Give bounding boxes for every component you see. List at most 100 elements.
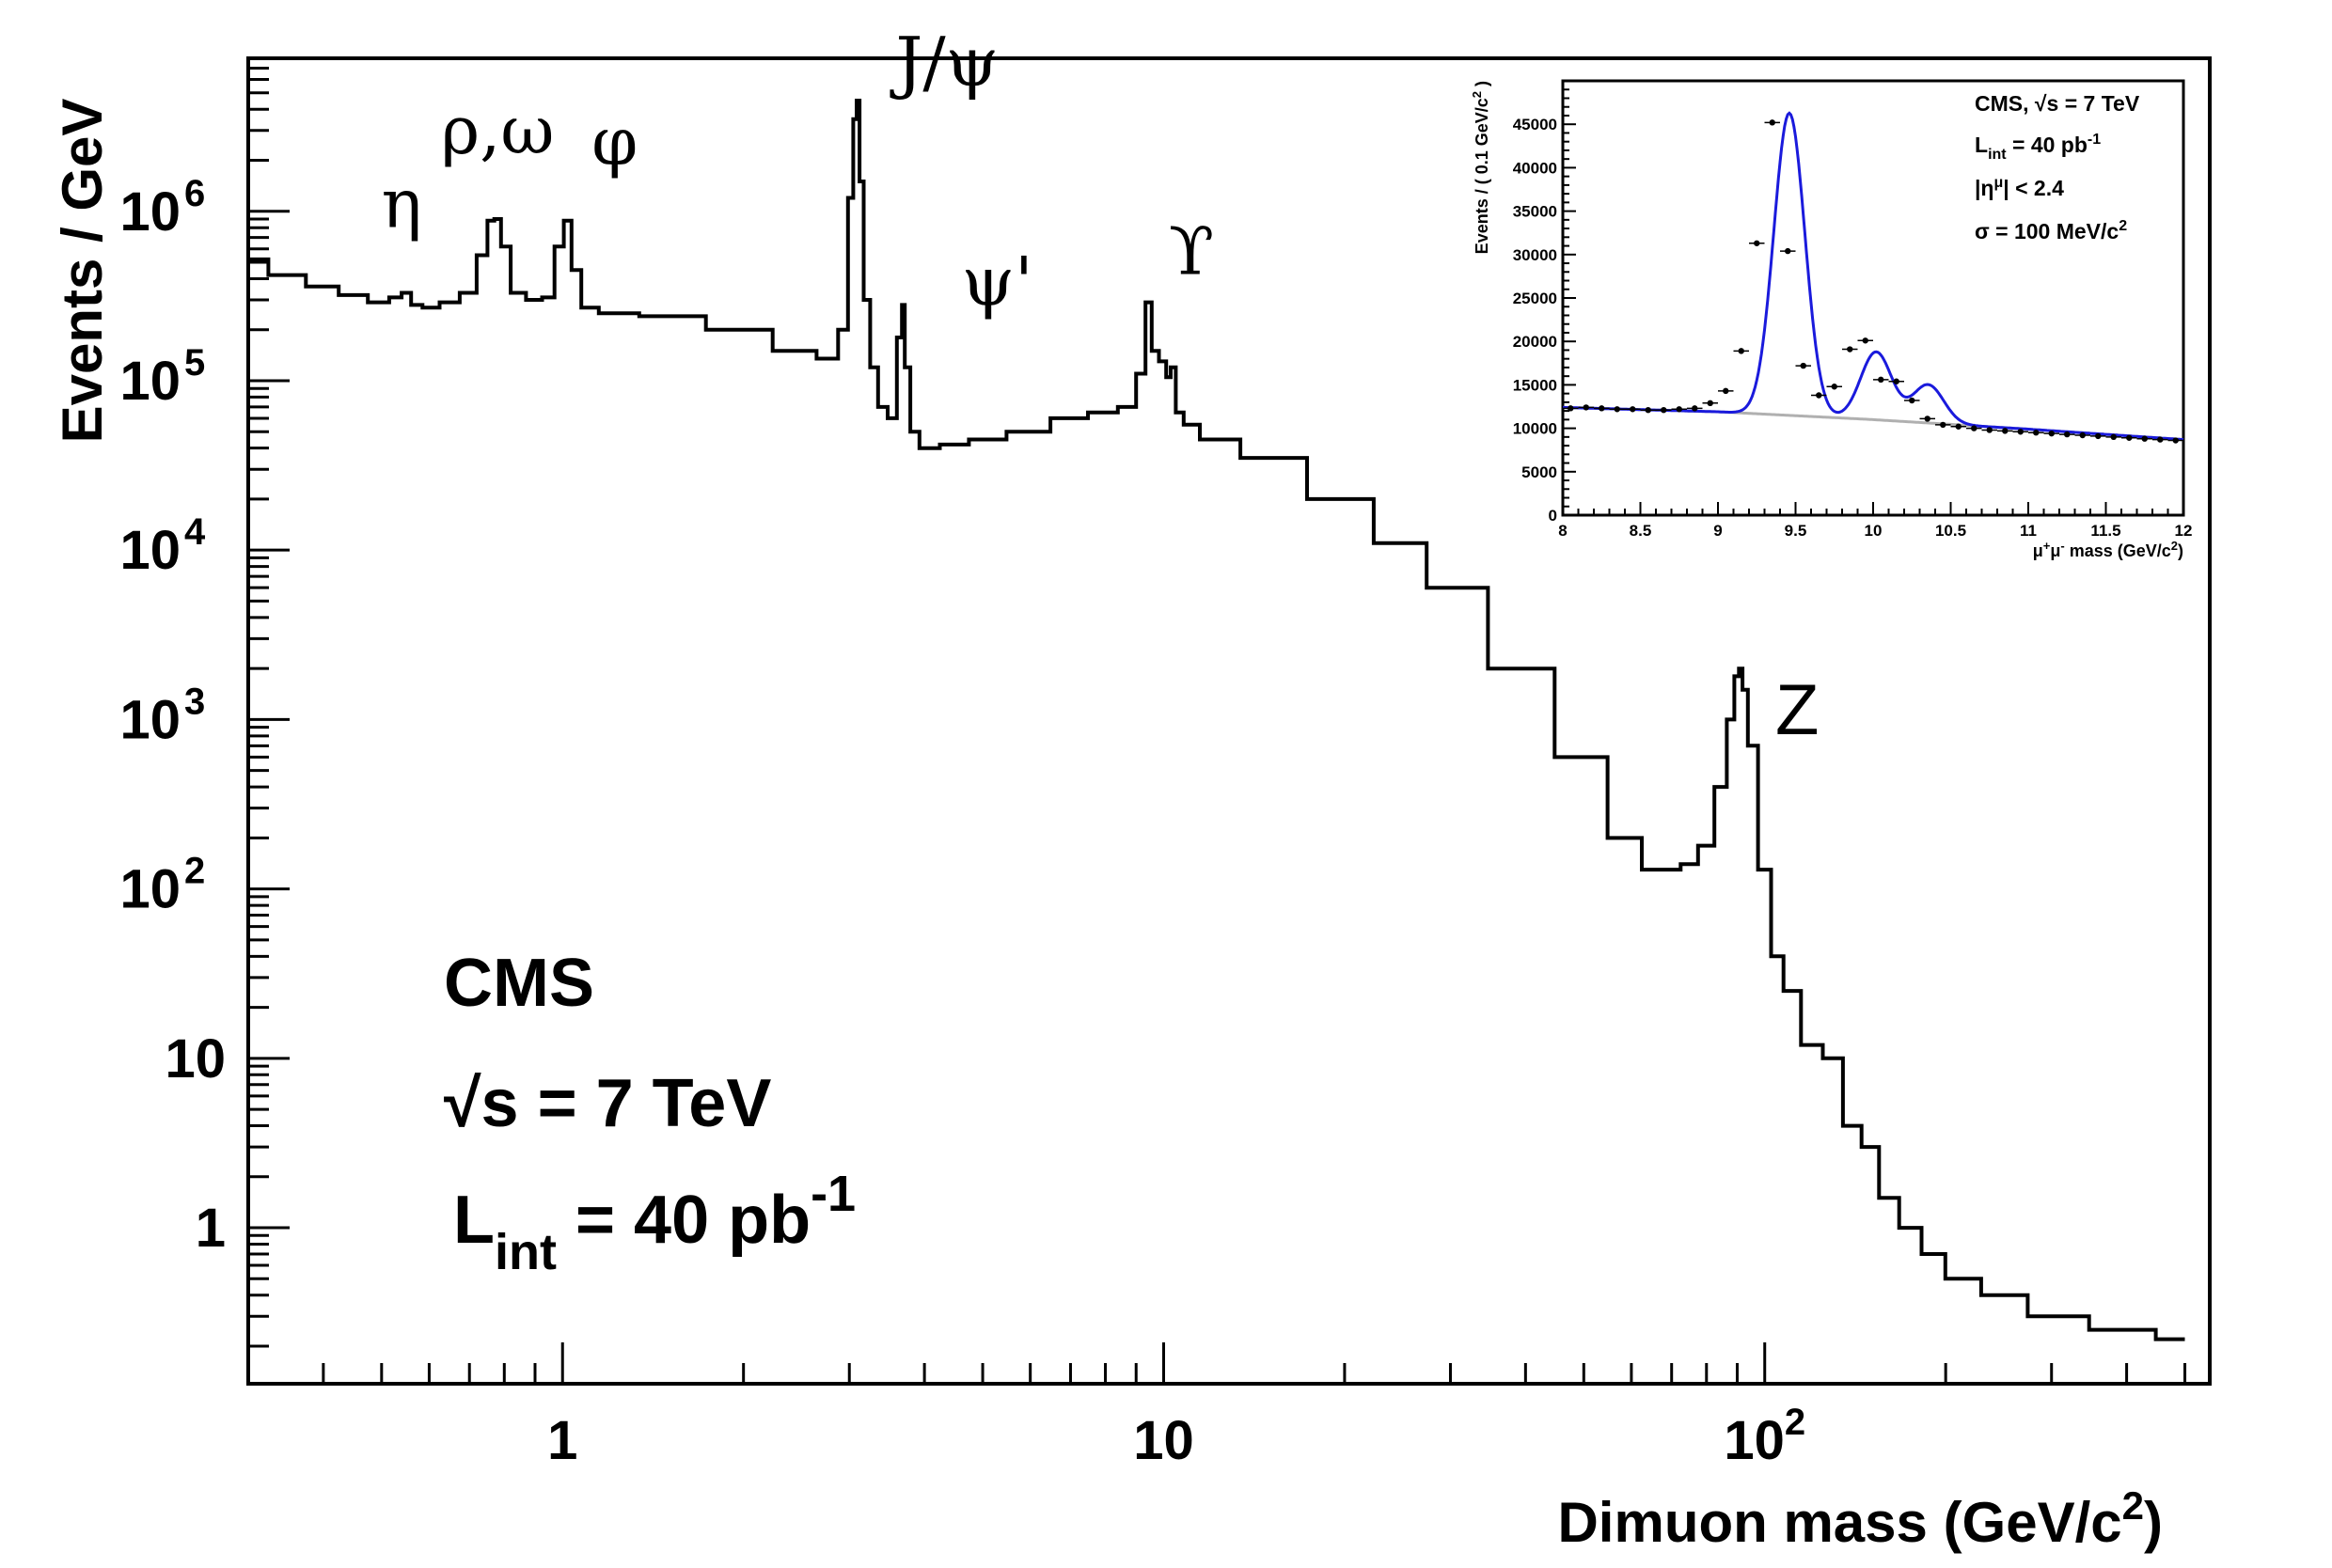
inset-data-point — [1578, 404, 1594, 411]
y-tick-label: 10 — [119, 520, 181, 581]
inset-background — [1516, 77, 2191, 538]
y-tick-label-exponent: 4 — [184, 511, 206, 553]
inset-data-point — [1702, 400, 1718, 407]
inset-axis-tick-labels: 8 8.5 9 9.5 10 10.5 11 11.5 12 0 5000 10000 15000 200… — [1513, 116, 2193, 540]
inset-data-point — [1764, 119, 1780, 126]
resonance-label: J/ψ — [890, 23, 1000, 102]
energy-label: √s = 7 TeV — [444, 1066, 771, 1141]
inset-data-point — [1826, 384, 1842, 390]
inset-x-tick-label: 8 — [1558, 522, 1567, 540]
inset-line-4: σ = 100 MeV/c2 — [1975, 218, 2127, 243]
resonance-label: ρ,ω — [441, 92, 554, 169]
inset-data-point — [1749, 240, 1765, 246]
inset-y-tick-label: 45000 — [1513, 116, 1557, 133]
inset-data-point — [1888, 378, 1904, 384]
inset-line-2: Lint = 40 pb-1 — [1975, 132, 2101, 163]
inset-x-tick-label: 9.5 — [1785, 522, 1807, 540]
inset-y-tick-label: 35000 — [1513, 203, 1557, 221]
inset-data-points — [1563, 119, 2183, 444]
y-tick-label: 10 — [119, 859, 181, 920]
inset-y-tick-label: 40000 — [1513, 159, 1557, 177]
inset-y-tick-label: 15000 — [1513, 376, 1557, 394]
y-tick-label: 10 — [119, 689, 181, 750]
inset-data-point — [2152, 436, 2168, 443]
inset-data-point — [1671, 406, 1687, 413]
inset-data-point — [1733, 348, 1749, 354]
y-tick-label: 10 — [165, 1028, 226, 1090]
inset-data-point — [1780, 247, 1796, 255]
x-tick-label: 10 — [1133, 1410, 1194, 1471]
y-tick-label: 10 — [119, 351, 181, 412]
resonance-label: ψ' — [962, 242, 1033, 321]
inset-x-tick-label: 11 — [2020, 522, 2037, 540]
inset-x-tick-label: 9 — [1713, 522, 1722, 540]
inset-info-text: CMS, √s = 7 TeV Lint = 40 pb-1 |ημ| < 2.… — [1975, 91, 2140, 243]
y-tick-label: 1 — [196, 1198, 226, 1259]
inset-line-1: CMS, √s = 7 TeV — [1975, 91, 2140, 116]
resonance-labels: ηρ,ω φ J/ψ ψ' ϒ Z — [382, 23, 1820, 750]
y-tick-label-exponent: 3 — [184, 681, 205, 722]
inset-data-point — [2167, 437, 2183, 444]
inset-data-point — [1687, 405, 1703, 412]
inset-data-point — [1966, 425, 1982, 431]
inset-y-tick-label: 5000 — [1521, 463, 1557, 481]
inset-y-tick-label: 25000 — [1513, 290, 1557, 307]
inset-data-point — [1795, 362, 1811, 369]
inset-data-point — [1563, 405, 1579, 412]
inset-data-point — [1857, 337, 1873, 344]
inset-x-title: μ+μ- mass (GeV/c2) — [2033, 539, 2183, 560]
resonance-label: φ — [591, 103, 638, 180]
inset-data-point — [2028, 430, 2044, 436]
inset-data-point — [1718, 387, 1734, 395]
inset-data-point — [1873, 376, 1889, 384]
inset-data-point — [1919, 416, 1935, 422]
inset-data-point — [1997, 428, 2013, 434]
inset-y-tick-label: 30000 — [1513, 246, 1557, 264]
experiment-legend: CMS √s = 7 TeV Lint = 40 pb-1 — [444, 946, 856, 1280]
inset-data-point — [1625, 406, 1641, 413]
inset-data-point — [2105, 433, 2121, 441]
inset-axis-ticks — [1562, 88, 2184, 516]
inset-x-tick-label: 12 — [2175, 522, 2193, 540]
y-tick-label-exponent: 2 — [184, 851, 205, 892]
y-tick-label-exponent: 5 — [184, 342, 205, 384]
resonance-label: η — [382, 165, 422, 243]
cms-label: CMS — [444, 946, 594, 1021]
inset-data-point — [2136, 435, 2152, 442]
dimuon-spectrum-line — [248, 99, 2185, 1341]
inset-data-point — [1904, 397, 1920, 404]
inset-data-point — [1640, 406, 1656, 414]
inset-x-tick-label: 10.5 — [1935, 522, 1966, 540]
sqrt-symbol: √ — [444, 1066, 481, 1141]
inset-y-tick-label: 20000 — [1513, 333, 1557, 351]
resonance-label: ϒ — [1169, 213, 1214, 290]
inset-y-tick-label: 10000 — [1513, 420, 1557, 438]
inset-data-point — [1594, 405, 1610, 412]
x-tick-label: 102 — [1724, 1402, 1805, 1471]
x-tick-label: 1 — [547, 1410, 577, 1471]
inset-x-tick-label: 10 — [1865, 522, 1883, 540]
inset-data-point — [1935, 421, 1951, 429]
inset-data-point — [1842, 346, 1858, 353]
inset-data-point — [1950, 423, 1966, 430]
inset-data-point — [2090, 432, 2106, 440]
inset-y-tick-label: 0 — [1549, 507, 1557, 525]
inset-data-point — [1811, 392, 1827, 399]
y-tick-label-exponent: 6 — [184, 173, 205, 214]
y-tick-label: 10 — [119, 181, 181, 243]
inset-data-point — [1609, 406, 1625, 413]
inset-x-tick-label: 11.5 — [2090, 522, 2120, 540]
inset-data-point — [1656, 406, 1672, 414]
upsilon-inset: 8 8.5 9 9.5 10 10.5 11 11.5 12 0 5000 10000 15000 200… — [1470, 77, 2192, 560]
inset-data-point — [1981, 427, 1997, 433]
resonance-label: Z — [1775, 670, 1819, 750]
inset-data-point — [2121, 434, 2137, 441]
inset-data-point — [2043, 430, 2059, 437]
y-axis-title: Events / GeV — [51, 99, 114, 444]
main-axis-ticks — [246, 56, 2187, 1384]
inset-data-point — [2012, 429, 2028, 435]
luminosity-label: Lint = 40 pb-1 — [453, 1166, 856, 1280]
inset-y-title: Events / ( 0.1 GeV/c2 ) — [1470, 81, 1491, 254]
